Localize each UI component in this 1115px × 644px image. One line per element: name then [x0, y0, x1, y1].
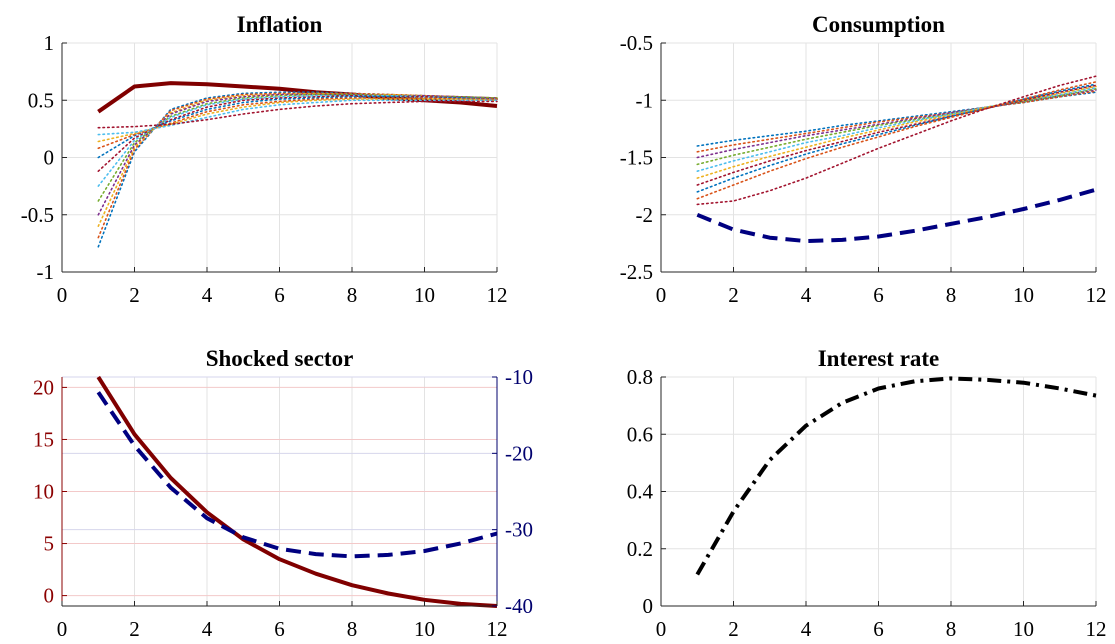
y-tick-label: 10 [33, 480, 54, 504]
x-tick-label: 0 [57, 617, 68, 641]
y2-tick-label: -40 [505, 594, 533, 618]
x-tick-label: 12 [487, 283, 508, 307]
y-tick-label: 15 [33, 427, 54, 451]
y2-tick-label: -10 [505, 365, 533, 389]
y-tick-label: 0 [44, 146, 55, 170]
x-tick-label: 2 [129, 617, 140, 641]
series-line [696, 75, 1097, 206]
y-tick-label: -0.5 [620, 31, 653, 55]
y-tick-label: -0.5 [21, 203, 54, 227]
x-tick-label: 8 [946, 617, 957, 641]
series-line [97, 100, 498, 129]
series-line [696, 81, 1097, 200]
series-line [97, 93, 498, 202]
panel-inflation: 0 2 4 6 8 10 12 -1 -0.5 0 0.5 1 Inflation [21, 12, 508, 307]
y-tick-label: -2 [636, 203, 654, 227]
x-tick-label: 0 [656, 617, 667, 641]
series-line [695, 376, 1097, 576]
series-line [696, 88, 1097, 166]
x-tick-label: 4 [801, 283, 812, 307]
panel-consumption: 0 2 4 6 8 10 12 -2.5 -2 -1.5 -1 -0.5 Consumption [620, 12, 1107, 307]
series-line [696, 84, 1097, 186]
y-tick-label: -2.5 [620, 260, 653, 284]
y-tick-label: 5 [44, 532, 55, 556]
x-tick-label: 0 [656, 283, 667, 307]
x-tick-label: 8 [347, 283, 358, 307]
x-tick-label: 0 [57, 283, 68, 307]
series-line [97, 99, 498, 136]
x-tick-label: 4 [801, 617, 812, 641]
x-tick-label: 8 [946, 283, 957, 307]
series-line [97, 93, 498, 216]
series-line [696, 89, 1097, 159]
y2-tick-label: -20 [505, 441, 533, 465]
y-tick-label: 0.6 [627, 422, 653, 446]
series-line [97, 98, 498, 143]
series-line [96, 375, 498, 608]
x-tick-label: 10 [1013, 283, 1034, 307]
series-line [97, 97, 498, 150]
series-line [696, 83, 1097, 193]
x-tick-label: 6 [274, 617, 285, 641]
x-tick-label: 12 [1086, 283, 1107, 307]
chart-title: Interest rate [818, 346, 940, 371]
series-line [696, 85, 1097, 179]
series-line [696, 187, 1097, 244]
y-tick-label: 0.5 [28, 88, 54, 112]
x-tick-label: 6 [274, 283, 285, 307]
series-line [97, 92, 498, 239]
x-tick-label: 2 [728, 617, 739, 641]
x-tick-label: 8 [347, 617, 358, 641]
x-tick-label: 2 [728, 283, 739, 307]
x-tick-label: 10 [414, 617, 435, 641]
x-tick-label: 6 [873, 283, 884, 307]
panel-interest-rate: 0 2 4 6 8 10 12 0 0.2 0.4 0.6 0.8 Interest rate [627, 346, 1107, 641]
series-line [696, 90, 1097, 153]
y2-tick-label: -30 [505, 518, 533, 542]
x-tick-label: 12 [1086, 617, 1107, 641]
y-tick-label: 0.8 [627, 365, 653, 389]
x-tick-label: 10 [1013, 617, 1034, 641]
x-tick-label: 2 [129, 283, 140, 307]
series-line [97, 91, 498, 248]
y-tick-label: 0.2 [627, 537, 653, 561]
y-tick-label: 0 [643, 594, 654, 618]
chart-title: Consumption [812, 12, 945, 37]
series-line [696, 91, 1097, 147]
y-tick-label: 1 [44, 31, 55, 55]
x-tick-label: 10 [414, 283, 435, 307]
x-tick-label: 4 [202, 617, 213, 641]
y-tick-label: 20 [33, 375, 54, 399]
chart-title: Shocked sector [206, 346, 354, 371]
y-tick-label: 0.4 [627, 480, 654, 504]
series-line [97, 92, 498, 227]
x-tick-label: 6 [873, 617, 884, 641]
y-tick-label: -1 [37, 260, 55, 284]
chart-title: Inflation [237, 12, 323, 37]
panel-shocked-sector: 0 2 4 6 8 10 12 0 5 10 15 20 -40 -30 -20 -10 Shocked sec… [33, 346, 533, 641]
y-tick-label: 0 [44, 584, 55, 608]
x-tick-label: 4 [202, 283, 213, 307]
x-tick-label: 12 [487, 617, 508, 641]
series-line [97, 94, 498, 172]
y-tick-label: -1.5 [620, 146, 653, 170]
series-line [96, 391, 498, 559]
y-tick-label: -1 [636, 88, 654, 112]
series-line [97, 94, 498, 187]
